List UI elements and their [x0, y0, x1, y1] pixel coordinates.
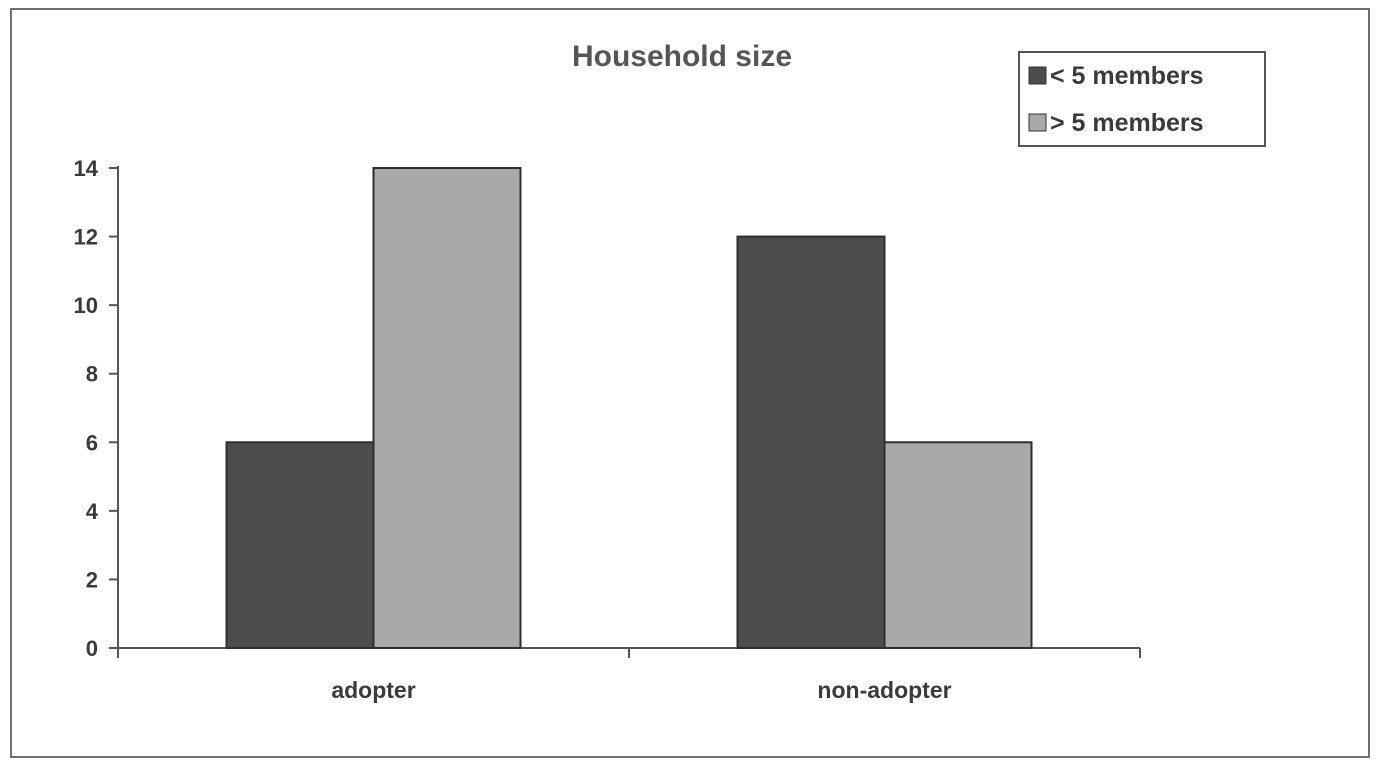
legend-label-series-2: > 5 members	[1050, 109, 1204, 137]
legend-swatch-series-1	[1028, 66, 1047, 85]
y-axis: 0 2 4 6 8 10 12 14	[74, 156, 119, 661]
y-tick-label: 14	[74, 156, 99, 181]
bar-gt5-adopter	[372, 167, 522, 649]
x-category-label: adopter	[331, 677, 415, 703]
y-tick-label: 10	[74, 293, 98, 318]
bar-lt5-non-adopter	[736, 235, 886, 649]
y-tick-label: 2	[86, 567, 98, 592]
y-tick-label: 0	[86, 636, 98, 661]
bars	[225, 167, 1033, 649]
legend: < 5 members > 5 members	[1018, 51, 1266, 147]
y-tick-label: 12	[74, 225, 98, 250]
chart-title: Household size	[572, 40, 792, 73]
x-axis: adopter non-adopter	[117, 647, 1141, 703]
legend-label-series-1: < 5 members	[1050, 62, 1204, 90]
y-tick-label: 6	[86, 430, 98, 455]
x-category-label: non-adopter	[817, 677, 951, 703]
y-tick-label: 8	[86, 362, 98, 387]
y-tick-label: 4	[86, 499, 99, 524]
legend-swatch-series-2	[1028, 113, 1047, 132]
bar-lt5-adopter	[225, 441, 375, 649]
legend-box	[1018, 51, 1266, 147]
bar-gt5-non-adopter	[883, 441, 1033, 649]
